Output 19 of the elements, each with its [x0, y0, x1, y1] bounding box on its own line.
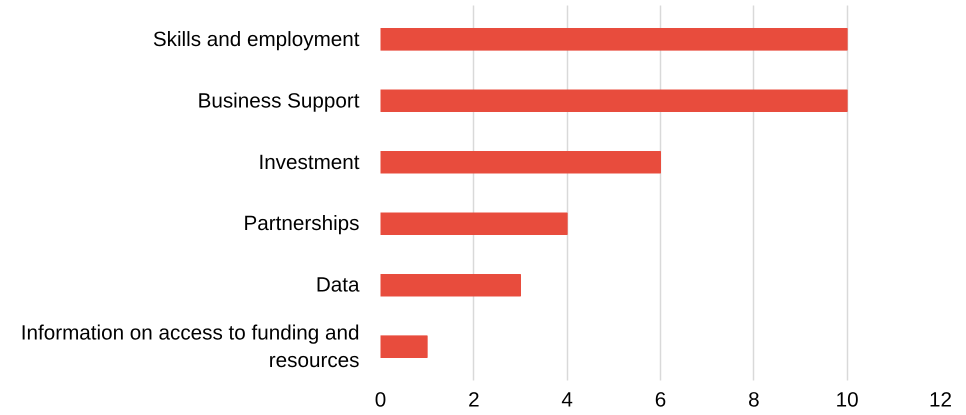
y-tick-label: Partnerships [244, 212, 360, 236]
x-tick-label: 2 [468, 388, 480, 412]
bar [380, 151, 661, 174]
y-tick-label: Skills and employment [152, 28, 360, 51]
bar [380, 212, 568, 235]
y-tick-label: Business Support [198, 89, 360, 112]
x-tick-label: 4 [561, 388, 573, 412]
y-tick-label: Information on access to funding and resources [20, 321, 360, 372]
x-tick-label: 0 [374, 388, 386, 412]
y-tick-label: Data [316, 274, 360, 297]
x-tick-label: 8 [748, 388, 760, 412]
bar [380, 335, 428, 358]
x-tick-label: 6 [654, 388, 666, 412]
y-tick-label: Investment [258, 150, 360, 174]
x-tick-label: 12 [929, 388, 952, 412]
bar [380, 28, 848, 51]
bar [380, 90, 848, 112]
x-tick-label: 10 [836, 388, 859, 412]
bar [380, 274, 521, 296]
